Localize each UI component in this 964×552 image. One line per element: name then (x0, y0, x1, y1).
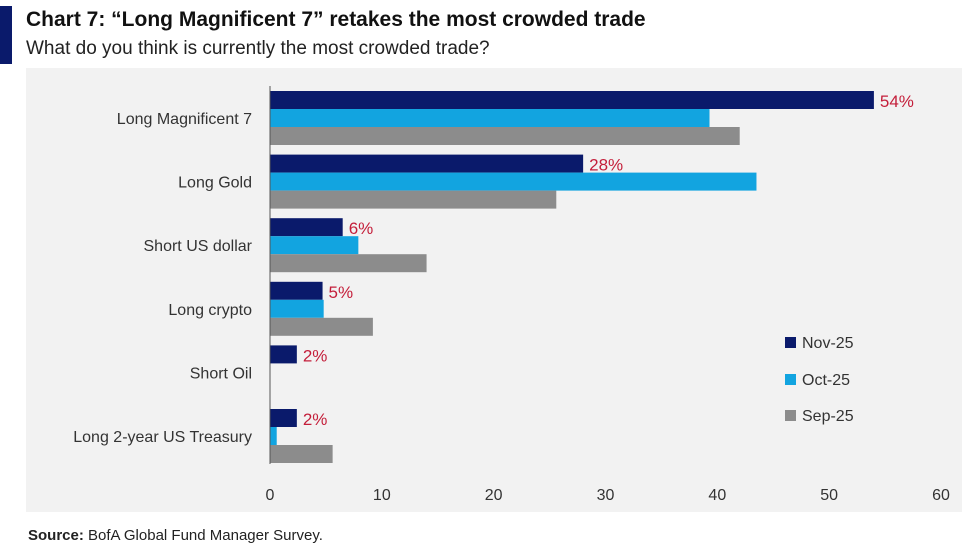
source-text: BofA Global Fund Manager Survey. (88, 527, 323, 544)
title-accent-bar (0, 6, 12, 64)
source-label: Source: (28, 527, 84, 544)
legend-label: Sep-25 (802, 408, 854, 425)
x-tick-label: 30 (597, 487, 615, 504)
chart-subtitle: What do you think is currently the most … (26, 38, 490, 59)
category-label: Short Oil (190, 365, 252, 382)
category-label: Long crypto (168, 302, 252, 319)
legend-swatch (785, 410, 796, 421)
x-tick-label: 50 (820, 487, 838, 504)
category-label: Long Magnificent 7 (117, 111, 252, 128)
bar-oct-25 (270, 109, 710, 127)
category-label: Short US dollar (144, 238, 253, 255)
data-label: 5% (329, 283, 354, 302)
x-tick-label: 60 (932, 487, 950, 504)
bar-sep-25 (270, 254, 427, 273)
data-label: 2% (303, 410, 328, 429)
bar-nov-25 (270, 218, 343, 237)
legend-swatch (785, 337, 796, 348)
bar-nov-25 (270, 154, 584, 173)
data-label: 28% (589, 156, 623, 175)
data-label: 54% (880, 92, 914, 111)
bar-nov-25 (270, 281, 323, 300)
legend-swatch (785, 374, 796, 385)
bar-sep-25 (270, 445, 333, 463)
bar-sep-25 (270, 127, 740, 145)
bar-sep-25 (270, 190, 557, 209)
bar-nov-25 (270, 409, 297, 427)
legend-label: Oct-25 (802, 372, 850, 389)
x-tick-label: 20 (485, 487, 503, 504)
source-note: Source: BofA Global Fund Manager Survey. (28, 527, 323, 544)
data-label: 6% (349, 219, 374, 238)
x-tick-label: 0 (266, 487, 275, 504)
x-tick-label: 40 (708, 487, 726, 504)
bar-oct-25 (270, 299, 324, 318)
bar-oct-25 (270, 427, 277, 445)
bar-sep-25 (270, 317, 373, 336)
bar-nov-25 (270, 345, 297, 364)
x-tick-label: 10 (373, 487, 391, 504)
bar-nov-25 (270, 91, 874, 109)
category-label: Long Gold (178, 175, 252, 192)
category-label: Long 2-year US Treasury (73, 429, 252, 446)
bar-oct-25 (270, 236, 359, 255)
data-label: 2% (303, 346, 328, 365)
bar-oct-25 (270, 172, 757, 191)
chart-title: Chart 7: “Long Magnificent 7” retakes th… (26, 8, 646, 31)
legend-label: Nov-25 (802, 335, 854, 352)
